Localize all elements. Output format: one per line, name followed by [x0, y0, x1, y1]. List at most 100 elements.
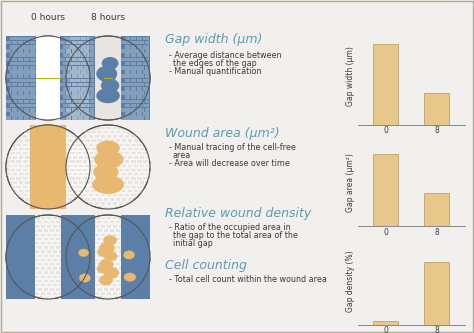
- Bar: [40, 151, 45, 155]
- Text: - Manual quantification: - Manual quantification: [169, 67, 262, 76]
- Bar: [60, 49, 65, 53]
- Bar: [55, 180, 60, 184]
- Bar: [69, 79, 74, 82]
- Bar: [69, 184, 74, 188]
- Bar: [142, 249, 148, 253]
- Bar: [46, 143, 51, 146]
- Bar: [148, 70, 149, 74]
- Bar: [16, 160, 21, 163]
- Bar: [66, 74, 72, 78]
- Bar: [52, 168, 57, 171]
- Bar: [87, 95, 90, 99]
- Bar: [84, 147, 90, 150]
- Bar: [69, 168, 74, 171]
- Bar: [102, 139, 108, 142]
- Bar: [124, 283, 129, 286]
- Bar: [30, 125, 65, 209]
- Bar: [118, 241, 123, 244]
- Bar: [124, 184, 129, 188]
- Bar: [145, 66, 149, 70]
- Bar: [81, 62, 87, 65]
- Bar: [43, 254, 48, 257]
- Bar: [21, 176, 27, 179]
- Bar: [21, 37, 27, 40]
- Bar: [78, 228, 83, 232]
- Bar: [21, 112, 27, 116]
- Bar: [145, 116, 149, 120]
- Bar: [85, 164, 91, 167]
- Bar: [70, 176, 75, 179]
- Bar: [70, 241, 75, 244]
- Bar: [18, 66, 23, 70]
- Bar: [18, 237, 24, 240]
- Bar: [133, 108, 138, 112]
- Bar: [43, 172, 48, 175]
- Bar: [78, 74, 83, 78]
- Bar: [121, 130, 126, 134]
- Bar: [21, 258, 27, 261]
- Bar: [133, 32, 138, 36]
- Bar: [118, 258, 123, 261]
- Bar: [6, 108, 11, 112]
- Bar: [130, 143, 136, 146]
- Bar: [148, 79, 149, 82]
- Bar: [12, 91, 17, 95]
- Ellipse shape: [104, 251, 117, 261]
- Bar: [88, 184, 93, 188]
- Bar: [91, 287, 96, 291]
- Bar: [55, 254, 60, 257]
- Bar: [73, 155, 78, 159]
- Bar: [77, 108, 83, 112]
- Bar: [133, 172, 138, 175]
- Bar: [112, 249, 117, 253]
- Bar: [124, 134, 129, 138]
- Bar: [43, 262, 48, 265]
- Bar: [102, 228, 108, 232]
- Bar: [43, 130, 48, 134]
- Bar: [124, 151, 129, 155]
- Bar: [100, 184, 105, 188]
- Text: area: area: [173, 151, 191, 160]
- Bar: [76, 143, 82, 146]
- Bar: [75, 95, 81, 99]
- Bar: [94, 168, 99, 171]
- Bar: [34, 249, 39, 253]
- Bar: [24, 139, 29, 142]
- Bar: [100, 241, 105, 244]
- Bar: [87, 62, 90, 65]
- Bar: [112, 201, 117, 205]
- Bar: [21, 62, 27, 65]
- Bar: [64, 275, 70, 278]
- Bar: [131, 87, 136, 91]
- Bar: [36, 130, 42, 134]
- Bar: [133, 279, 138, 282]
- Bar: [75, 87, 81, 91]
- Bar: [124, 193, 129, 196]
- Bar: [27, 201, 33, 205]
- Bar: [64, 176, 70, 179]
- Bar: [91, 180, 96, 184]
- Bar: [34, 283, 39, 286]
- Bar: [70, 134, 75, 138]
- Bar: [73, 228, 78, 232]
- Bar: [77, 32, 83, 36]
- Bar: [81, 53, 86, 57]
- Bar: [73, 172, 78, 175]
- Bar: [133, 164, 138, 167]
- Bar: [67, 189, 72, 192]
- Bar: [118, 176, 123, 179]
- Bar: [46, 193, 51, 196]
- Bar: [55, 139, 60, 142]
- Bar: [58, 160, 64, 163]
- Bar: [58, 258, 64, 261]
- Bar: [6, 58, 11, 61]
- Bar: [65, 66, 71, 70]
- Bar: [118, 232, 123, 236]
- Bar: [52, 275, 57, 278]
- Bar: [102, 237, 108, 240]
- Bar: [93, 37, 94, 40]
- Bar: [52, 151, 57, 155]
- Bar: [112, 241, 117, 244]
- Bar: [118, 184, 123, 188]
- Bar: [76, 266, 82, 270]
